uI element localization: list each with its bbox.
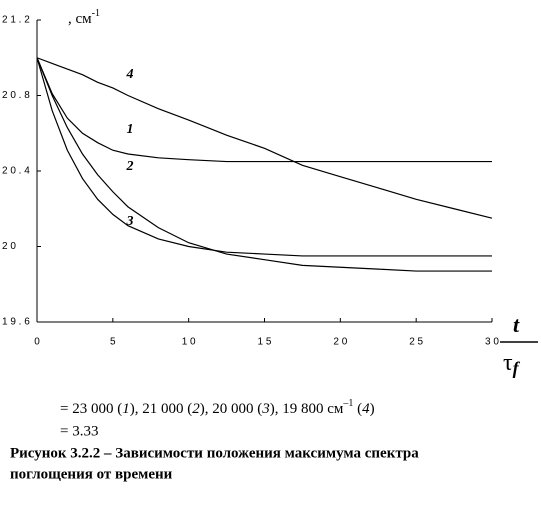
series-line [36, 57, 492, 272]
caption-part: ), 21 000 ( [130, 401, 193, 417]
series-line [36, 57, 492, 163]
x-label-top: t [513, 312, 520, 337]
figure-title: поглощения от времени [10, 466, 173, 482]
caption-part: ) [370, 401, 375, 417]
y-tick-label: 2 0 . 8 [2, 90, 30, 101]
x-tick-label: 1 5 [258, 337, 272, 348]
figure-title: Рисунок 3.2.2 – Зависимости положения ма… [10, 445, 419, 461]
caption-part: = 23 000 ( [60, 401, 122, 417]
caption-part: ( [353, 401, 362, 417]
series-label: 3 [126, 214, 134, 229]
caption-part: 2 [192, 401, 200, 417]
y-tick-label: 1 9 . 6 [2, 317, 30, 328]
caption-part: 4 [362, 401, 370, 417]
series-label: 2 [126, 159, 134, 174]
x-tick-label: 2 5 [409, 337, 423, 348]
caption-part: 1 [122, 401, 130, 417]
x-tick-label: 0 [34, 337, 40, 348]
y-tick-label: 2 0 [2, 241, 16, 252]
caption-part: ), 19 800 см [270, 401, 344, 417]
caption-part: 3 [261, 401, 270, 417]
series-line [36, 57, 492, 257]
caption-part: –1 [342, 398, 353, 409]
caption-line-1: = 23 000 (1), 21 000 (2), 20 000 (3), 19… [60, 398, 375, 417]
caption-part: ), 20 000 ( [200, 401, 263, 417]
x-label-sub: f [513, 358, 521, 378]
x-label-bottom: τf [503, 350, 521, 379]
caption-line-2: = 3.33 [60, 423, 98, 439]
y-tick-label: 2 0 . 4 [2, 166, 30, 177]
series-label: 4 [126, 67, 134, 82]
series-label: 1 [127, 122, 134, 137]
y-tick-label: 2 1 . 2 [2, 15, 30, 26]
series-line [36, 57, 493, 219]
y-label-text: , см [68, 11, 92, 27]
y-label-sup: -1 [92, 8, 100, 19]
x-tick-label: 1 0 [182, 337, 196, 348]
x-label-tau: τ [503, 350, 513, 376]
x-tick-label: 5 [110, 337, 116, 348]
y-axis-label: , см-1 [68, 8, 100, 27]
x-tick-label: 2 0 [333, 337, 347, 348]
x-tick-label: 3 0 [485, 337, 499, 348]
